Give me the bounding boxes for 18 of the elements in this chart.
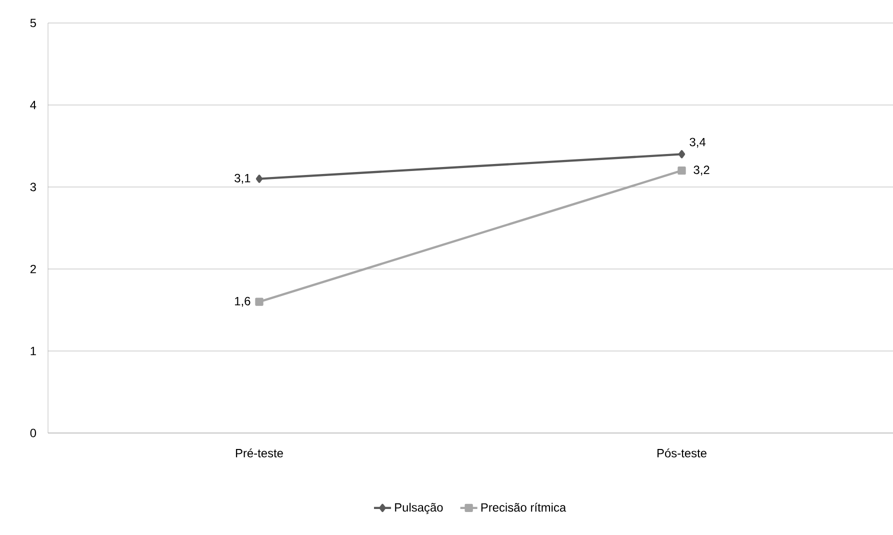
y-tick-label: 2: [30, 264, 36, 274]
data-label: 3,1: [234, 174, 250, 184]
y-tick-label: 4: [30, 100, 36, 110]
point: [255, 298, 264, 306]
data-label: 3,2: [694, 166, 710, 176]
point: [256, 174, 263, 183]
data-label: 3,4: [690, 138, 706, 148]
legend-label: Precisão rítmica: [481, 502, 566, 512]
y-tick-label: 5: [30, 18, 36, 28]
point: [678, 150, 686, 158]
y-tick-label: 3: [30, 182, 36, 192]
x-tick-label: Pré-teste: [236, 448, 283, 458]
legend-label: Pulsação: [395, 502, 443, 514]
y-tick-label: 0: [30, 428, 36, 438]
point: [678, 166, 686, 175]
y-tick-label: 1: [30, 346, 36, 356]
x-tick-label: Pós-teste: [657, 448, 706, 458]
data-label: 1,6: [235, 296, 250, 307]
